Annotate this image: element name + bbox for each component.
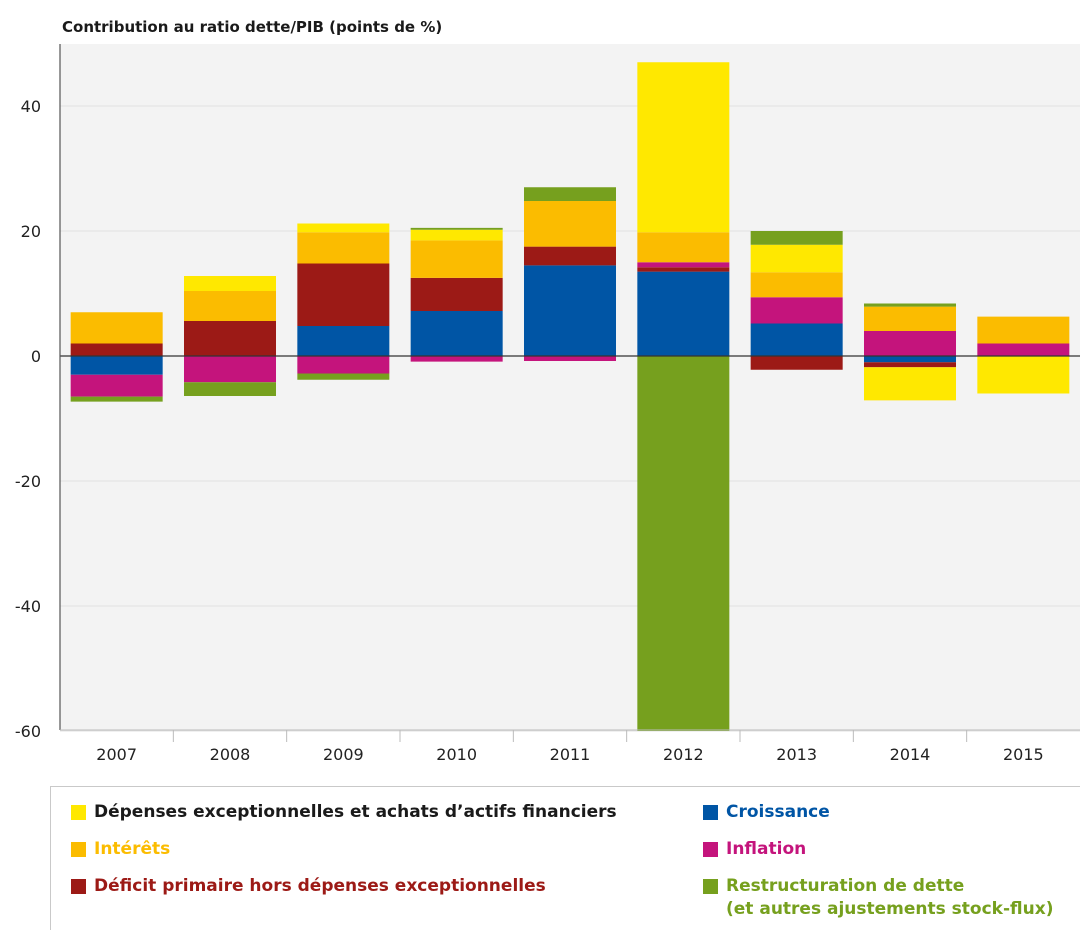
legend-item-inflation: Inflation	[703, 838, 806, 861]
y-tick-label: -20	[15, 472, 41, 491]
legend-swatch	[703, 879, 718, 894]
bar-segment	[297, 232, 390, 264]
chart-title: Contribution au ratio dette/PIB (points …	[62, 18, 442, 36]
bar-segment	[977, 316, 1070, 344]
bar-segment	[637, 267, 730, 272]
bar-segment	[524, 265, 616, 356]
legend-label: Inflation	[726, 839, 807, 859]
bar-segment	[184, 382, 276, 396]
legend-label: Intérêts	[94, 839, 171, 859]
bar-segment	[864, 306, 956, 331]
bar-segment	[750, 231, 843, 245]
legend-swatch	[703, 805, 718, 820]
bar-segment	[297, 373, 390, 380]
bar-segment	[637, 232, 730, 263]
bar-segment	[297, 326, 390, 356]
bar-segment	[297, 356, 390, 374]
y-tick-label: -40	[15, 597, 41, 616]
x-tick-label: 2007	[96, 745, 137, 764]
axes: 40 20 0 -20 -40 -60 2007 2008 2009 2010 2011 2012 20…	[15, 44, 1080, 764]
x-tick-label: 2013	[776, 745, 817, 764]
legend-label: Déficit primaire hors dépenses exception…	[94, 876, 546, 896]
bar-segment	[977, 356, 1070, 394]
bar-segment	[410, 356, 503, 362]
bar-segment	[750, 323, 843, 356]
bars	[70, 62, 1070, 731]
legend-swatch	[71, 805, 86, 820]
bar-segment	[70, 356, 163, 375]
legend-item-depenses-exceptionnelles: Dépenses exceptionnelles et achats d’act…	[71, 801, 617, 824]
legend-item-interets: Intérêts	[71, 838, 170, 861]
bar-segment	[70, 396, 163, 402]
bar-segment	[864, 331, 956, 356]
bar-segment	[524, 187, 616, 201]
legend-label: Croissance	[726, 802, 830, 822]
x-tick-label: 2011	[550, 745, 591, 764]
bar-segment	[864, 303, 956, 307]
bar-segment	[524, 356, 616, 361]
bar-segment	[750, 244, 843, 273]
legend-item-deficit-primaire: Déficit primaire hors dépenses exception…	[71, 875, 546, 898]
legend-swatch	[71, 842, 86, 857]
bar-segment	[750, 356, 843, 370]
x-tick-label: 2012	[663, 745, 704, 764]
bar-segment	[637, 271, 730, 356]
bar-segment	[184, 356, 276, 383]
bar-segment	[297, 263, 390, 326]
bar-segment	[70, 374, 163, 397]
bar-segment	[864, 367, 956, 401]
bar-segment	[864, 362, 956, 368]
y-tick-label: 40	[21, 97, 41, 116]
y-tick-label: 0	[31, 347, 41, 366]
bar-segment	[524, 201, 616, 247]
legend-label: Restructuration de dette (et autres ajus…	[726, 876, 1054, 919]
x-tick-label: 2009	[323, 745, 364, 764]
bar-segment	[410, 227, 503, 230]
bar-segment	[750, 272, 843, 298]
bar-segment	[70, 312, 163, 344]
legend-label: Dépenses exceptionnelles et achats d’act…	[94, 802, 617, 822]
bar-segment	[297, 223, 390, 233]
y-tick-label: -60	[15, 722, 41, 741]
x-tick-label: 2008	[210, 745, 251, 764]
x-tick-label: 2014	[890, 745, 931, 764]
bar-segment	[184, 276, 276, 291]
x-tick-label: 2010	[436, 745, 477, 764]
bar-segment	[750, 297, 843, 324]
bar-segment	[524, 246, 616, 266]
bar-segment	[70, 343, 163, 356]
legend: Dépenses exceptionnelles et achats d’act…	[50, 786, 1080, 930]
bar-segment	[184, 291, 276, 321]
bar-segment	[864, 356, 956, 363]
bar-segment	[637, 262, 730, 268]
y-tick-label: 20	[21, 222, 41, 241]
legend-swatch	[703, 842, 718, 857]
bar-segment	[977, 343, 1070, 356]
bar-segment	[637, 356, 730, 731]
legend-swatch	[71, 879, 86, 894]
bar-segment	[637, 62, 730, 233]
bar-segment	[410, 240, 503, 278]
legend-item-restructuration: Restructuration de dette (et autres ajus…	[703, 875, 1053, 921]
bar-segment	[184, 321, 276, 356]
bar-segment	[410, 311, 503, 356]
legend-item-croissance: Croissance	[703, 801, 830, 824]
x-tick-label: 2015	[1003, 745, 1044, 764]
bar-segment	[410, 229, 503, 241]
bar-segment	[410, 277, 503, 311]
